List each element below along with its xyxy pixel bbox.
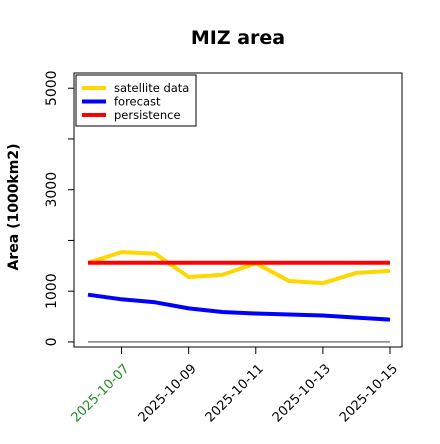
series-line-satellite-data — [87, 250, 391, 286]
y-tick-label: 5000 — [44, 70, 60, 106]
x-tick-label: 2025-10-09 — [136, 361, 200, 425]
x-tick-label: 2025-10-13 — [270, 361, 334, 425]
x-axis: 2025-10-07 2025-10-09 2025-10-11 2025-10-13… — [69, 347, 401, 425]
series-line-forecast — [87, 292, 391, 322]
x-tick-label: 2025-10-15 — [337, 361, 401, 425]
y-tick-label: 1000 — [44, 273, 60, 309]
legend-label: satellite data — [114, 81, 189, 95]
series-layer — [87, 250, 391, 343]
y-tick-label: 3000 — [44, 172, 60, 208]
x-tick-label: 2025-10-11 — [203, 361, 267, 425]
plot-frame — [73, 72, 403, 348]
chart-title: MIZ area — [191, 27, 285, 49]
legend-label: persistence — [114, 108, 181, 122]
legend-label: forecast — [114, 95, 161, 109]
y-axis-label: Area (1000km2) — [6, 144, 22, 271]
y-tick-label: 0 — [44, 337, 60, 346]
x-tick-label: 2025-10-07 — [69, 361, 133, 425]
y-axis: 0 1000 3000 5000 — [44, 70, 74, 346]
